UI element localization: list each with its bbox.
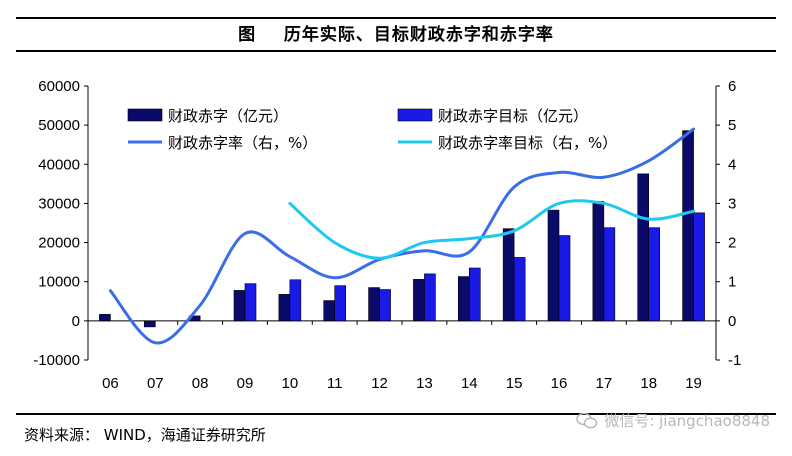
bar [424, 273, 436, 322]
watermark-text: 微信号: jiangchao8848 [604, 412, 770, 430]
y-right-tick-label: 3 [728, 195, 736, 212]
x-tick-label: 15 [506, 375, 523, 392]
top-rule [16, 17, 776, 19]
x-tick-label: 10 [282, 375, 299, 392]
bar [143, 320, 156, 328]
y-left-tick-label: 0 [72, 313, 80, 330]
chart-tick-labels: 60000 50000 40000 30000 20000 10000 0 -10000 6 5 4… [33, 78, 741, 392]
y-left-tick-label: 20000 [38, 235, 80, 252]
x-tick-label: 16 [551, 375, 568, 392]
source-note: 资料来源： WIND，海通证券研究所 [24, 426, 266, 444]
bar [468, 267, 481, 322]
y-left-tick-label: -10000 [33, 352, 80, 369]
series-line [288, 199, 696, 260]
bar [278, 294, 291, 322]
x-tick-label: 14 [461, 375, 478, 392]
x-tick-label: 08 [192, 375, 209, 392]
watermark: 微信号: jiangchao8848 [576, 410, 770, 431]
legend-swatch [397, 108, 433, 122]
y-right-tick-label: 1 [728, 274, 736, 291]
bar [368, 287, 380, 322]
bar [289, 279, 302, 322]
y-right-tick-label: 2 [728, 235, 736, 252]
bar [334, 285, 347, 322]
chart-bars [99, 130, 705, 328]
bar [592, 201, 605, 322]
y-right-tick-label: 5 [728, 117, 736, 134]
legend-label: 财政赤字（亿元） [168, 107, 288, 125]
y-right-tick-label: 6 [728, 78, 736, 95]
y-left-tick-label: 40000 [38, 156, 80, 173]
bar [379, 289, 391, 322]
chart-legend: 财政赤字（亿元） 财政赤字目标（亿元） 财政赤字率（右，%） 财政赤字率目标（右，%） [127, 107, 617, 152]
x-tick-label: 19 [685, 375, 702, 392]
chart-axes [84, 85, 720, 361]
bar [233, 290, 246, 322]
legend-label: 财政赤字率（右，%） [168, 134, 317, 152]
legend-label: 财政赤字目标（亿元） [438, 107, 588, 125]
y-left-tick-label: 50000 [38, 117, 80, 134]
bar [693, 212, 705, 322]
bar [502, 228, 515, 322]
x-tick-label: 12 [371, 375, 388, 392]
y-left-tick-label: 10000 [38, 274, 80, 291]
y-left-tick-label: 30000 [38, 195, 80, 212]
bar [413, 279, 425, 322]
bar [637, 173, 650, 322]
bar [323, 300, 336, 322]
bar [558, 235, 571, 322]
legend-swatch [127, 108, 163, 122]
bar [603, 227, 616, 322]
title-rule [16, 50, 776, 52]
x-tick-label: 07 [147, 375, 164, 392]
y-right-tick-label: 0 [728, 313, 736, 330]
figure-title: 图 历年实际、目标财政赤字和赤字率 [238, 25, 554, 45]
x-tick-label: 18 [640, 375, 657, 392]
bottom-rule [16, 413, 776, 415]
bar [244, 283, 257, 322]
bar [682, 130, 694, 322]
bar [648, 227, 661, 322]
y-right-tick-label: -1 [728, 352, 741, 369]
bar [513, 257, 526, 322]
legend-label: 财政赤字率目标（右，%） [438, 134, 617, 152]
bar [99, 314, 111, 322]
x-tick-label: 17 [596, 375, 613, 392]
x-tick-label: 11 [327, 375, 343, 392]
bar [457, 276, 470, 322]
y-left-tick-label: 60000 [38, 78, 80, 95]
y-right-tick-label: 4 [728, 156, 736, 173]
wechat-icon [576, 412, 598, 428]
x-tick-label: 09 [237, 375, 254, 392]
x-tick-label: 13 [416, 375, 433, 392]
chart-lines [108, 127, 696, 345]
bar [547, 209, 560, 322]
x-tick-label: 06 [102, 375, 119, 392]
